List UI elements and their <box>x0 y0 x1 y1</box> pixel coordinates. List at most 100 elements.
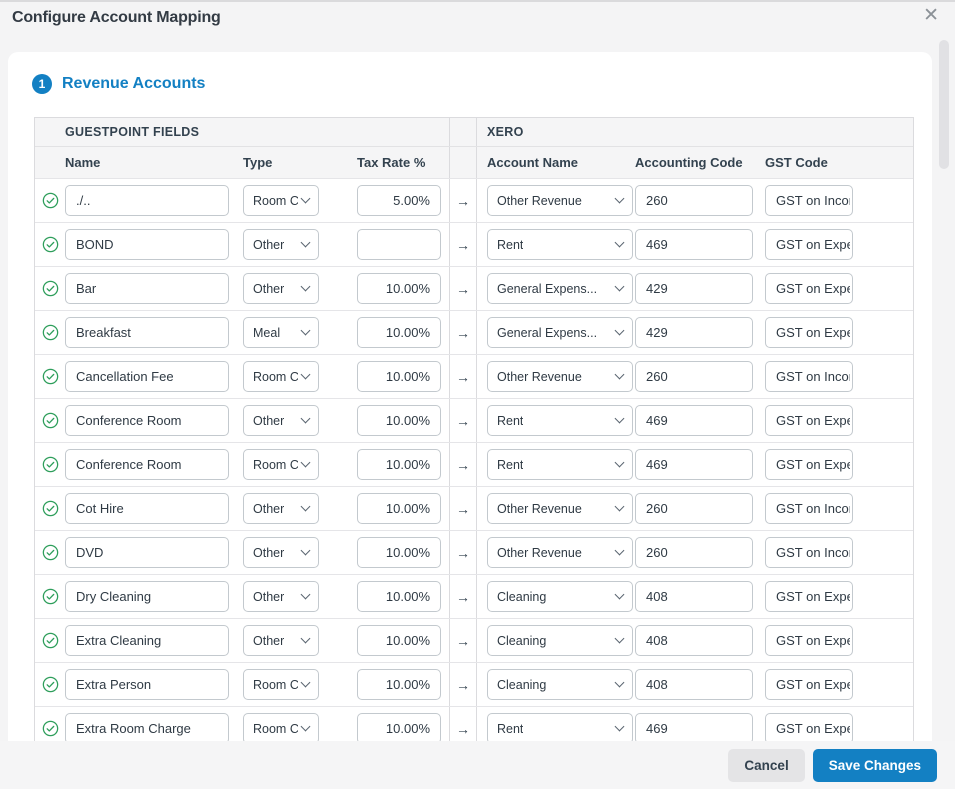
cancel-button[interactable]: Cancel <box>728 748 805 782</box>
type-select[interactable]: Room Cha... <box>243 185 319 216</box>
gst-code-input[interactable] <box>765 405 853 436</box>
account-name-select-value: Rent <box>497 237 524 252</box>
type-select[interactable]: Room Cha... <box>243 669 319 700</box>
accounting-code-input[interactable] <box>635 449 753 480</box>
accounting-code-input[interactable] <box>635 229 753 260</box>
accounting-code-input[interactable] <box>635 669 753 700</box>
name-input[interactable] <box>65 405 229 436</box>
gst-code-input[interactable] <box>765 713 853 741</box>
tax-rate-input[interactable] <box>357 625 441 656</box>
check-circle-icon <box>42 236 59 253</box>
accounting-code-input[interactable] <box>635 625 753 656</box>
gst-code-input[interactable] <box>765 229 853 260</box>
column-header-arrow-spacer <box>449 147 477 178</box>
accounting-code-input[interactable] <box>635 405 753 436</box>
gst-code-input[interactable] <box>765 625 853 656</box>
account-name-select[interactable]: Other Revenue <box>487 185 633 216</box>
tax-rate-input[interactable] <box>357 229 441 260</box>
accounting-code-input[interactable] <box>635 361 753 392</box>
name-input[interactable] <box>65 273 229 304</box>
close-icon[interactable]: ✕ <box>923 5 939 26</box>
name-input[interactable] <box>65 537 229 568</box>
tax-rate-input[interactable] <box>357 713 441 741</box>
gst-code-input[interactable] <box>765 669 853 700</box>
account-name-select[interactable]: General Expens... <box>487 273 633 304</box>
tax-rate-input[interactable] <box>357 449 441 480</box>
chevron-down-icon <box>300 413 311 424</box>
type-select[interactable]: Other <box>243 537 319 568</box>
tax-rate-input[interactable] <box>357 405 441 436</box>
accounting-code-input[interactable] <box>635 317 753 348</box>
account-name-select[interactable]: Other Revenue <box>487 537 633 568</box>
accounting-code-input[interactable] <box>635 273 753 304</box>
accounting-code-input[interactable] <box>635 581 753 612</box>
tax-rate-input[interactable] <box>357 317 441 348</box>
type-select-value: Meal <box>253 325 281 340</box>
tax-rate-input[interactable] <box>357 537 441 568</box>
arrow-right-icon: → <box>449 399 477 442</box>
gst-code-input[interactable] <box>765 273 853 304</box>
type-select[interactable]: Other <box>243 229 319 260</box>
modal-title: Configure Account Mapping <box>12 9 221 26</box>
gst-code-input[interactable] <box>765 361 853 392</box>
name-input[interactable] <box>65 713 229 741</box>
type-select[interactable]: Other <box>243 493 319 524</box>
type-select[interactable]: Room Cha... <box>243 713 319 741</box>
accounting-code-input[interactable] <box>635 493 753 524</box>
account-name-select[interactable]: Other Revenue <box>487 493 633 524</box>
check-circle-icon <box>42 676 59 693</box>
account-name-select[interactable]: Cleaning <box>487 669 633 700</box>
name-input[interactable] <box>65 361 229 392</box>
account-name-select[interactable]: Rent <box>487 713 633 741</box>
tax-rate-input[interactable] <box>357 581 441 612</box>
scrollbar-thumb[interactable] <box>939 40 949 169</box>
tax-rate-input[interactable] <box>357 493 441 524</box>
table-row: Other → Other Revenue <box>35 486 913 530</box>
name-input[interactable] <box>65 581 229 612</box>
name-input[interactable] <box>65 493 229 524</box>
gst-code-input[interactable] <box>765 317 853 348</box>
gst-code-input[interactable] <box>765 449 853 480</box>
type-select[interactable]: Other <box>243 273 319 304</box>
gst-code-input[interactable] <box>765 581 853 612</box>
account-name-select[interactable]: Rent <box>487 405 633 436</box>
type-select[interactable]: Other <box>243 581 319 612</box>
name-input[interactable] <box>65 449 229 480</box>
accounting-code-input[interactable] <box>635 537 753 568</box>
group-header-guestpoint: GUESTPOINT FIELDS <box>65 125 200 139</box>
group-header-xero: XERO <box>487 125 524 139</box>
type-select[interactable]: Room Cha... <box>243 361 319 392</box>
arrow-right-icon: → <box>449 487 477 530</box>
account-name-select[interactable]: Rent <box>487 229 633 260</box>
name-input[interactable] <box>65 185 229 216</box>
account-name-select[interactable]: Rent <box>487 449 633 480</box>
tax-rate-input[interactable] <box>357 185 441 216</box>
account-name-select[interactable]: General Expens... <box>487 317 633 348</box>
accounting-code-input[interactable] <box>635 185 753 216</box>
gst-code-input[interactable] <box>765 493 853 524</box>
chevron-down-icon <box>614 281 625 292</box>
account-name-select[interactable]: Cleaning <box>487 581 633 612</box>
type-select[interactable]: Meal <box>243 317 319 348</box>
gst-code-input[interactable] <box>765 537 853 568</box>
name-input[interactable] <box>65 625 229 656</box>
name-input[interactable] <box>65 317 229 348</box>
name-input[interactable] <box>65 669 229 700</box>
account-name-select[interactable]: Other Revenue <box>487 361 633 392</box>
arrow-right-icon: → <box>449 663 477 706</box>
tax-rate-input[interactable] <box>357 669 441 700</box>
save-changes-button[interactable]: Save Changes <box>812 748 937 782</box>
type-select[interactable]: Other <box>243 625 319 656</box>
tax-rate-input[interactable] <box>357 361 441 392</box>
name-input[interactable] <box>65 229 229 260</box>
type-select[interactable]: Room Cha... <box>243 449 319 480</box>
account-name-select[interactable]: Cleaning <box>487 625 633 656</box>
tax-rate-input[interactable] <box>357 273 441 304</box>
check-circle-icon <box>42 412 59 429</box>
chevron-down-icon <box>614 633 625 644</box>
accounting-code-input[interactable] <box>635 713 753 741</box>
check-circle-icon <box>42 192 59 209</box>
gst-code-input[interactable] <box>765 185 853 216</box>
type-select[interactable]: Other <box>243 405 319 436</box>
table-row: Room Cha... → Other Revenue <box>35 354 913 398</box>
